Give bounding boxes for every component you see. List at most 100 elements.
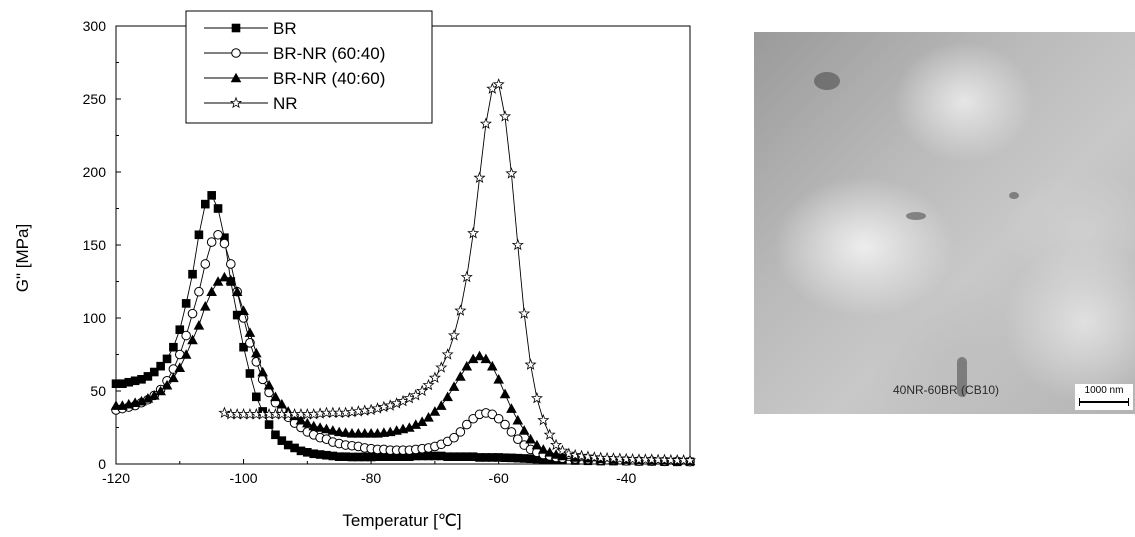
data-point-0 bbox=[130, 376, 140, 386]
data-point-0 bbox=[111, 379, 121, 388]
data-point-2 bbox=[525, 433, 536, 444]
x-tick-label: -60 bbox=[489, 470, 509, 486]
data-point-2 bbox=[257, 366, 268, 377]
data-point-0 bbox=[328, 451, 338, 461]
data-point-3 bbox=[448, 329, 461, 341]
data-point-2 bbox=[499, 388, 511, 399]
legend-label: NR bbox=[273, 94, 298, 113]
data-point-0 bbox=[181, 299, 191, 308]
data-point-0 bbox=[124, 377, 134, 387]
data-point-3 bbox=[499, 110, 512, 122]
data-point-0 bbox=[392, 452, 401, 461]
data-point-2 bbox=[161, 379, 173, 390]
data-point-1 bbox=[181, 330, 191, 341]
data-point-3 bbox=[550, 438, 563, 451]
data-point-2 bbox=[429, 406, 441, 416]
data-point-1 bbox=[226, 259, 236, 269]
data-point-1 bbox=[500, 419, 510, 430]
data-point-2 bbox=[321, 423, 332, 434]
y-tick-label: 100 bbox=[83, 310, 107, 326]
data-point-0 bbox=[526, 454, 535, 464]
scale-bar: 1000 nm bbox=[1075, 384, 1133, 410]
data-point-1 bbox=[461, 419, 472, 430]
data-point-2 bbox=[251, 347, 262, 358]
data-point-3 bbox=[683, 454, 697, 466]
data-point-0 bbox=[481, 453, 491, 462]
data-point-2 bbox=[199, 301, 211, 311]
data-point-0 bbox=[315, 450, 325, 459]
x-axis-label: Temperatur [℃] bbox=[342, 511, 461, 530]
data-point-2 bbox=[455, 371, 466, 381]
data-point-0 bbox=[500, 453, 510, 463]
series-line-3 bbox=[224, 83, 691, 461]
y-tick-label: 200 bbox=[83, 164, 107, 180]
data-point-3 bbox=[556, 444, 569, 456]
data-point-1 bbox=[513, 434, 523, 444]
data-point-2 bbox=[544, 447, 555, 457]
data-point-2 bbox=[302, 417, 313, 428]
data-point-0 bbox=[290, 443, 299, 453]
data-point-2 bbox=[467, 353, 479, 364]
data-point-2 bbox=[263, 379, 275, 390]
data-point-2 bbox=[238, 305, 249, 315]
data-point-0 bbox=[188, 269, 197, 279]
data-point-2 bbox=[448, 381, 460, 391]
data-point-2 bbox=[142, 393, 154, 403]
data-point-0 bbox=[430, 451, 440, 461]
data-point-2 bbox=[538, 444, 549, 454]
data-point-0 bbox=[137, 375, 146, 384]
data-point-3 bbox=[518, 307, 531, 319]
data-point-2 bbox=[219, 271, 230, 282]
data-point-1 bbox=[449, 432, 459, 443]
data-point-3 bbox=[492, 78, 505, 90]
x-tick-label: -120 bbox=[102, 470, 130, 486]
data-point-0 bbox=[322, 450, 331, 460]
data-point-2 bbox=[308, 420, 320, 431]
data-point-0 bbox=[411, 451, 421, 461]
tem-micrograph: 40NR-60BR (CB10) 1000 nm bbox=[754, 32, 1135, 414]
data-point-3 bbox=[505, 167, 518, 179]
data-point-0 bbox=[456, 452, 465, 461]
data-point-3 bbox=[575, 449, 588, 462]
data-point-2 bbox=[314, 422, 326, 432]
legend-marker bbox=[229, 96, 243, 109]
scale-bar-line bbox=[1079, 398, 1129, 406]
data-point-1 bbox=[187, 308, 198, 319]
x-tick-label: -80 bbox=[361, 470, 381, 486]
data-point-3 bbox=[479, 117, 492, 129]
data-point-1 bbox=[455, 427, 466, 437]
data-point-0 bbox=[264, 420, 274, 429]
data-point-0 bbox=[245, 369, 255, 378]
data-point-2 bbox=[174, 362, 186, 372]
data-point-0 bbox=[385, 452, 395, 461]
data-point-0 bbox=[213, 204, 223, 213]
y-tick-label: 150 bbox=[83, 237, 107, 253]
data-point-0 bbox=[194, 230, 204, 240]
data-point-3 bbox=[454, 304, 467, 316]
data-point-0 bbox=[149, 367, 159, 377]
x-tick-label: -40 bbox=[616, 470, 636, 486]
data-point-0 bbox=[507, 453, 516, 463]
data-point-3 bbox=[473, 171, 486, 183]
data-point-1 bbox=[493, 413, 504, 424]
y-tick-label: 250 bbox=[83, 91, 107, 107]
y-tick-label: 0 bbox=[98, 456, 106, 472]
data-point-0 bbox=[398, 452, 408, 461]
data-point-0 bbox=[468, 452, 478, 461]
data-point-0 bbox=[303, 448, 312, 457]
data-point-2 bbox=[333, 426, 345, 437]
data-point-0 bbox=[379, 452, 389, 461]
data-point-0 bbox=[220, 233, 229, 242]
data-point-2 bbox=[327, 425, 339, 435]
data-point-0 bbox=[366, 452, 376, 462]
data-point-0 bbox=[232, 310, 242, 320]
data-point-0 bbox=[347, 452, 357, 462]
data-point-1 bbox=[194, 286, 204, 297]
data-point-2 bbox=[493, 374, 504, 384]
data-point-2 bbox=[206, 286, 217, 297]
data-point-0 bbox=[283, 440, 293, 450]
data-point-2 bbox=[486, 360, 498, 371]
data-point-0 bbox=[360, 452, 370, 462]
legend-marker bbox=[230, 72, 242, 83]
data-point-0 bbox=[334, 452, 344, 461]
